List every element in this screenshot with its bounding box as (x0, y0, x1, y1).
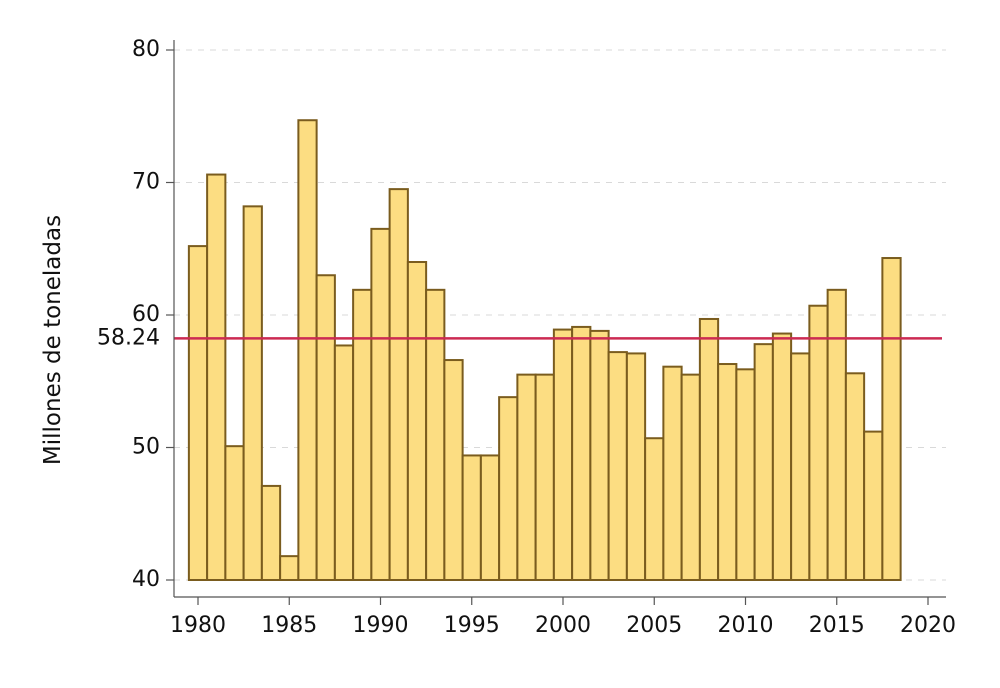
bar-2008 (698, 317, 720, 581)
bar-1996 (479, 454, 501, 582)
bar-1980 (187, 245, 209, 581)
bar-2009 (717, 363, 738, 581)
bar-1987 (315, 274, 336, 581)
bar-2016 (844, 372, 866, 581)
bar-1988 (333, 344, 355, 581)
bar-2017 (863, 430, 884, 581)
bar-1999 (534, 373, 555, 581)
y-tick-label-80: 80 (132, 37, 160, 62)
bar-2018 (881, 257, 902, 581)
y-tick-label-60: 60 (132, 302, 160, 327)
bar-1981 (206, 173, 227, 582)
bar-2013 (790, 352, 811, 581)
bar-2000 (552, 328, 574, 582)
bar-2012 (771, 332, 793, 581)
bar-1991 (388, 188, 409, 581)
bars (187, 119, 902, 582)
x-tick-label-2005: 2005 (626, 613, 682, 638)
y-axis-title: Millones de toneladas (40, 215, 66, 465)
bar-1982 (224, 445, 245, 581)
bar-2005 (644, 437, 665, 581)
y-tick-label-70: 70 (132, 170, 160, 195)
y-tick-label-50: 50 (132, 435, 160, 460)
bar-2002 (589, 329, 610, 581)
x-tick-label-1995: 1995 (444, 613, 500, 638)
bar-2014 (808, 304, 829, 581)
x-tick-label-1980: 1980 (170, 613, 226, 638)
bar-2006 (662, 365, 683, 581)
x-tick-label-2015: 2015 (809, 613, 865, 638)
x-tick-label-2020: 2020 (900, 613, 956, 638)
bar-2010 (735, 368, 756, 582)
bar-2003 (607, 351, 628, 581)
tick-labels: 40 50 60 70 80 58.24 1980 1985 1990 1995 2000 2005 2… (97, 37, 956, 638)
x-tick-label-1985: 1985 (261, 613, 317, 638)
bar-1983 (242, 205, 263, 581)
bar-1995 (461, 454, 482, 582)
bar-1997 (498, 396, 519, 581)
bar-2001 (571, 325, 592, 581)
bar-2015 (826, 288, 847, 581)
x-tick-label-2000: 2000 (535, 613, 591, 638)
x-tick-label-2010: 2010 (718, 613, 774, 638)
bar-1998 (516, 373, 537, 581)
bar-1989 (352, 288, 373, 581)
bar-1985 (279, 555, 300, 582)
bar-2007 (680, 373, 701, 581)
x-tick-label-1990: 1990 (353, 613, 409, 638)
bar-1986 (297, 119, 318, 581)
bar-1990 (370, 227, 391, 581)
bar-1994 (443, 359, 464, 581)
y-tick-label-40: 40 (132, 567, 160, 592)
axes (166, 40, 946, 605)
reference-line-label: 58.24 (97, 325, 160, 350)
bar-1984 (260, 484, 282, 581)
bar-1993 (425, 288, 446, 581)
bar-2004 (625, 352, 647, 581)
bar-1992 (406, 261, 428, 581)
bar-2011 (753, 343, 774, 581)
